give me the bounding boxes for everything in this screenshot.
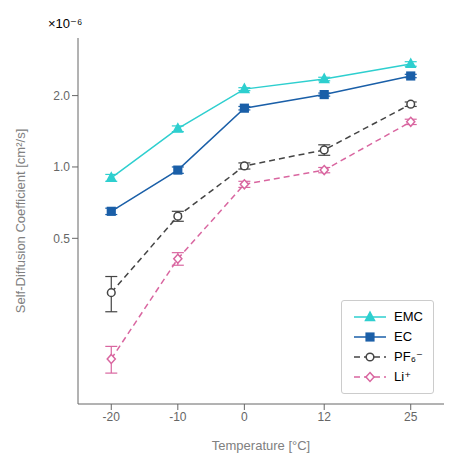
svg-text:0.5: 0.5	[53, 232, 70, 246]
svg-text:12: 12	[318, 410, 332, 424]
html-text:PF₆⁻: PF₆⁻	[394, 349, 423, 364]
svg-text:0: 0	[241, 410, 248, 424]
svg-text:2.0: 2.0	[53, 89, 70, 103]
html-text:EMC: EMC	[394, 309, 423, 324]
svg-text:25: 25	[404, 410, 418, 424]
html-text:×10⁻⁶: ×10⁻⁶	[48, 16, 83, 31]
html-text:Li⁺: Li⁺	[394, 369, 412, 384]
svg-text:1.0: 1.0	[53, 160, 70, 174]
svg-text:-20: -20	[103, 410, 121, 424]
svg-text:Self-Diffusion Coefficient [cm: Self-Diffusion Coefficient [cm²/s]	[13, 129, 28, 313]
svg-text:Temperature [°C]: Temperature [°C]	[212, 438, 310, 453]
svg-text:-10: -10	[169, 410, 187, 424]
html-text:EC: EC	[394, 329, 413, 344]
